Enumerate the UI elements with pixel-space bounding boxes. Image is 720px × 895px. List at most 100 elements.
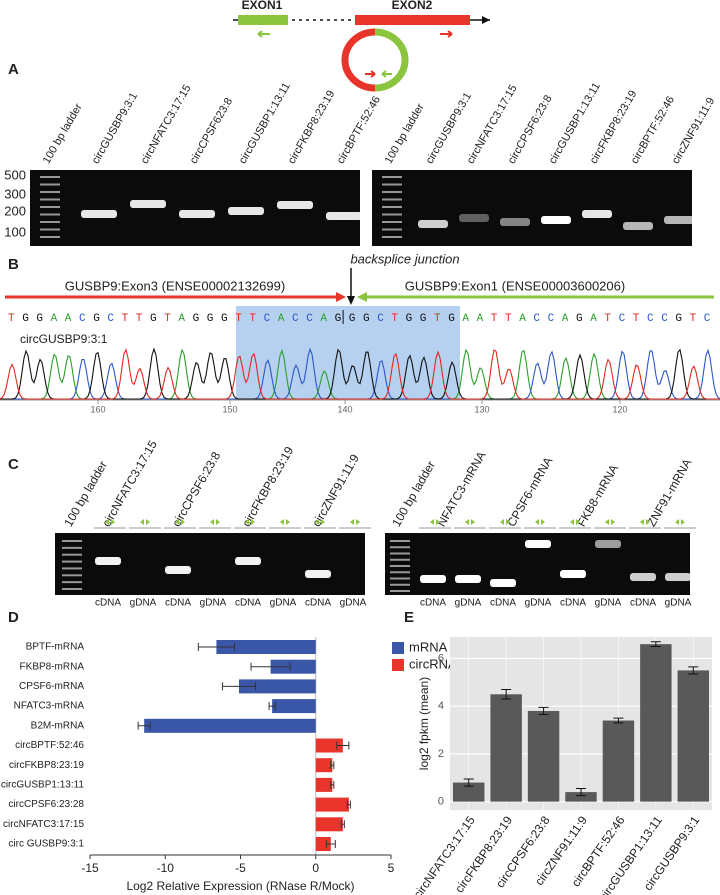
primer-icon [535,519,545,525]
lane-label: CPSF6-mRNA [504,455,555,530]
band [500,218,530,226]
y-tick-label: 0 [438,796,444,808]
band [277,201,313,209]
band [595,540,621,548]
bar [144,718,316,733]
band [623,222,653,230]
band [541,216,571,224]
band [179,210,215,218]
ladder-band [390,540,410,542]
bar [315,777,333,792]
panel-letter: B [8,256,19,273]
exon1-arrowhead [357,292,367,302]
lane-label: circZNF91:11:9 [670,96,718,166]
lane-label: 100 bp ladder [41,101,85,166]
ladder-band [40,176,60,178]
primer [365,70,376,78]
trace [0,347,720,400]
error-bar [576,788,586,797]
band [582,210,612,218]
y-tick-label: BPTF-mRNA [26,642,85,653]
bar [640,644,672,802]
lane-label: circBPTF:52:46 [335,94,383,166]
template-label: cDNA [165,598,191,609]
band [81,210,117,218]
band [630,573,656,581]
panel-letter: C [8,456,19,473]
template-label: gDNA [665,598,692,609]
ladder-band [390,583,410,586]
ladder-band [62,553,82,556]
exon3-arrowhead [336,292,346,302]
y-tick-label: circGUSBP1:13:11 [1,780,85,791]
exon2-label: EXON2 [392,0,433,12]
y-tick-label: 4 [438,700,444,712]
bar [677,670,710,802]
ladder-band [62,588,82,590]
lane-label: circCPSF6:23:8 [506,93,555,166]
error-bar [250,662,291,671]
primer-icon [500,519,510,525]
template-label: gDNA [270,598,297,609]
lane-label: circNFATC3:17:15 [139,83,194,166]
error-bar [538,706,549,716]
template-label: cDNA [305,598,331,609]
x-tick-label: 5 [388,861,395,875]
exon1-label: GUSBP9:Exon1 (ENSE00003600206) [405,278,625,293]
lane-label: circFKBP8:23:19 [239,444,296,529]
template-label: gDNA [130,598,157,609]
ladder-band [62,567,82,570]
lane-label: circCPSF623:8 [188,96,235,166]
band [560,570,586,578]
genome-arrow [482,16,490,24]
template-label: cDNA [235,598,261,609]
trace-name: circGUSBP9:3:1 [20,332,108,346]
template-label: cDNA [630,598,656,609]
band [455,575,481,583]
lane-label: circCPSF6:23:8 [169,449,223,529]
ladder-band [382,198,402,201]
ladder-band [382,206,402,208]
template-label: cDNA [95,598,121,609]
bar [602,720,635,802]
ladder-band [390,546,410,549]
primer-icon [570,519,580,525]
bar [490,694,522,802]
junction-pointer-head [347,296,355,305]
primer-icon [245,519,255,525]
error-bar [336,741,350,750]
ladder-band [382,228,402,231]
bar [452,782,485,802]
template-label: cDNA [490,598,516,609]
ladder-band [390,558,410,561]
band [130,200,166,208]
marker-label: 100 [4,224,26,239]
primer-icon [175,519,185,525]
ladder-band [390,590,410,592]
lane-label: circBPTF:52:46 [629,94,677,166]
error-bar [221,682,257,691]
bar [216,640,316,654]
exon2-box [355,15,470,25]
gel-image [372,170,692,246]
ladder-band [40,183,60,186]
ladder-band [382,213,402,216]
bar [315,797,349,812]
position-label: 120 [612,404,627,414]
primer-icon [210,519,220,525]
template-label: gDNA [200,598,227,609]
primer [257,30,270,38]
y-axis-label: log2 fpkm (mean) [417,677,431,770]
ladder-band [390,565,410,567]
band [664,216,694,224]
ladder-band [40,228,60,231]
lane-label: circGUSBP9:3:1 [424,91,474,166]
ladder-band [40,213,60,216]
error-bar [330,761,335,770]
position-label: 160 [90,404,105,414]
panel-letter: D [8,609,19,626]
ladder-band [390,552,410,555]
band [95,557,121,565]
